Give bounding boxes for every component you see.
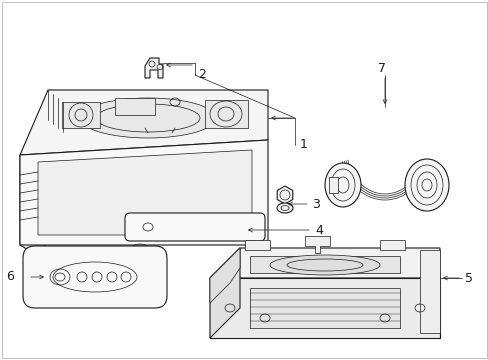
Text: 7: 7 [377, 62, 385, 75]
Text: 2: 2 [198, 68, 205, 81]
Polygon shape [204, 100, 247, 128]
Polygon shape [209, 248, 439, 278]
Polygon shape [20, 155, 45, 260]
Ellipse shape [269, 255, 379, 275]
Polygon shape [328, 177, 337, 193]
Text: 1: 1 [299, 139, 307, 152]
Polygon shape [249, 256, 399, 273]
Polygon shape [305, 236, 329, 253]
Ellipse shape [80, 98, 216, 138]
Polygon shape [115, 98, 155, 115]
FancyBboxPatch shape [125, 213, 264, 241]
Polygon shape [209, 248, 240, 338]
Polygon shape [145, 58, 163, 78]
Polygon shape [62, 102, 100, 128]
Text: 3: 3 [311, 198, 319, 211]
Polygon shape [419, 250, 439, 333]
Polygon shape [38, 150, 251, 235]
Polygon shape [249, 288, 399, 328]
Polygon shape [379, 240, 404, 250]
Polygon shape [20, 140, 267, 245]
Ellipse shape [276, 203, 292, 213]
Text: 6: 6 [6, 270, 14, 284]
Polygon shape [209, 278, 439, 338]
Text: 5: 5 [464, 271, 472, 284]
Ellipse shape [404, 159, 448, 211]
Text: 4: 4 [314, 224, 322, 237]
Ellipse shape [325, 163, 360, 207]
Polygon shape [244, 240, 269, 250]
Polygon shape [277, 186, 292, 204]
Polygon shape [20, 90, 267, 155]
Polygon shape [209, 248, 240, 303]
FancyBboxPatch shape [23, 246, 167, 308]
